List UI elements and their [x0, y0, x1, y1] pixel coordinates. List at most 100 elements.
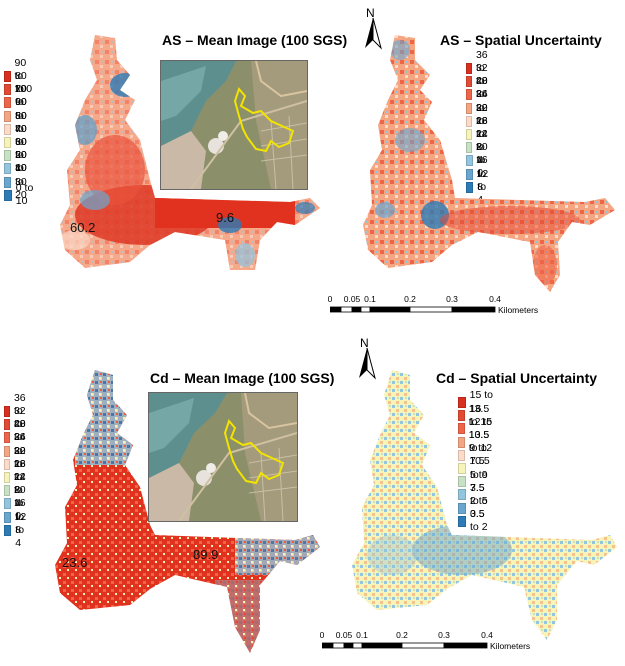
cd-mean-value-label-1: 23.6 [62, 555, 88, 570]
legend-label: 16 to 20 [475, 114, 488, 154]
scale-tick-label: 0.4 [481, 630, 493, 640]
legend-swatch [466, 142, 472, 154]
legend-entry: 70 to 80 [4, 83, 37, 122]
scale-bar-top: 0 0.05 0.1 0.2 0.3 0.4 Kilometers [327, 294, 539, 324]
legend-label: 12 to 13.5 [468, 415, 493, 441]
legend-label: 3.5 to 5 [470, 481, 488, 507]
legend-label: 0.5 to 2 [470, 508, 488, 534]
legend-swatch [4, 84, 12, 96]
legend-entry: 32 to 36 [466, 62, 493, 100]
legend-entry: 9 to 10.5 [458, 442, 493, 467]
as-uncertainty-map [363, 35, 615, 292]
legend-label: 9 to 10.5 [469, 442, 490, 468]
legend-label: 4 to 8 [477, 154, 487, 193]
legend-label: 36 to 40 [475, 48, 488, 88]
legend-entry: 13.5 to 15 [458, 403, 493, 428]
legend-entry: 28 to 32 [466, 75, 493, 114]
legend-entry: 0 to 4 [4, 510, 31, 549]
legend-entry: 4 to 8 [466, 154, 493, 193]
legend-entry: 32 to 36 [4, 405, 31, 443]
legend-entry: 60 to 70 [4, 96, 37, 135]
legend-swatch [458, 410, 465, 422]
legend-swatch [466, 155, 473, 167]
legend-label: 5 to 7.5 [470, 468, 488, 494]
north-arrow-top: N [362, 6, 384, 50]
legend-swatch [466, 181, 474, 193]
legend-entry: 10 to 20 [4, 162, 37, 201]
scale-unit-label: Kilometers [498, 305, 539, 315]
north-arrow-bottom: N [356, 336, 378, 380]
as-mean-legend: 90 to 100 80 to 90 70 to 80 60 to 70 50 to 6… [4, 57, 37, 207]
north-arrow-icon [365, 17, 382, 50]
cd-uncertainty-title: Cd – Spatial Uncertainty [436, 370, 598, 386]
scale-tick-label: 0 [327, 294, 333, 304]
legend-entry: 12 to 16 [466, 128, 493, 166]
legend-label: 24 to 28 [475, 88, 488, 127]
legend-label: 50 to 60 [15, 109, 27, 148]
legend-swatch [4, 71, 11, 83]
cd-mean-title: Cd – Mean Image (100 SGS) [150, 370, 335, 386]
legend-label: 8 to 12 [476, 141, 489, 180]
legend-swatch [4, 189, 12, 201]
legend-entry: 15 to 16 [458, 389, 493, 415]
legend-swatch [4, 163, 12, 175]
scale-tick-label: 0.05 [335, 630, 353, 640]
scale-tick-label: 0.4 [489, 294, 501, 304]
legend-entry: 0.5 to 2 [458, 508, 493, 533]
legend-label: 70 to 80 [15, 83, 27, 122]
scale-tick-label: 0.2 [404, 294, 416, 304]
legend-entry: 36 to 40 [466, 49, 493, 87]
legend-swatch [458, 502, 467, 514]
legend-swatch [458, 489, 467, 501]
legend-label: 28 to 32 [475, 75, 488, 114]
legend-entry: 16 to 20 [466, 115, 493, 153]
legend-entry: 50 to 60 [4, 110, 37, 148]
legend-entry: 8 to 12 [466, 141, 493, 180]
scale-tick-label: 0 [319, 630, 325, 640]
legend-label: 30 to 40 [15, 135, 27, 175]
legend-label: 15 to 16 [469, 389, 493, 415]
legend-entry: 3.5 to 5 [458, 482, 493, 507]
legend-label: 80 to 90 [15, 69, 27, 109]
legend-entry: 20 to 30 [4, 149, 37, 188]
cd-mean-legend: 36 to 40 32 to 36 28 to 32 24 to 28 20 to 24… [4, 392, 31, 549]
scale-bar-bottom: 0 0.05 0.1 0.2 0.3 0.4 Kilometers [319, 630, 531, 660]
legend-entry: 24 to 28 [466, 88, 493, 127]
legend-swatch [4, 97, 12, 109]
legend-swatch [4, 176, 12, 188]
legend-swatch [466, 168, 474, 180]
legend-entry: 4 to 8 [4, 497, 31, 536]
as-mean-value-label-1: 60.2 [70, 220, 96, 235]
scale-tick-label: 0.3 [446, 294, 458, 304]
legend-entry: 8 to 12 [4, 484, 31, 523]
cd-satellite-inset [148, 392, 298, 522]
legend-label: 8 to 12 [14, 484, 27, 523]
cd-mean-value-label-2: 89.9 [193, 547, 219, 562]
legend-swatch [4, 123, 12, 135]
legend-swatch [458, 397, 466, 409]
legend-label: 4 to 8 [15, 497, 25, 536]
legend-swatch [466, 115, 472, 127]
legend-swatch [4, 150, 12, 162]
legend-swatch [466, 129, 472, 141]
legend-label: 0 to 10 [15, 182, 34, 208]
legend-swatch [4, 458, 10, 470]
legend-entry: 2 to 3.5 [458, 495, 493, 520]
legend-label: 60 to 70 [15, 96, 27, 135]
legend-swatch [4, 419, 10, 431]
legend-entry: 28 to 32 [4, 418, 31, 457]
legend-label: 32 to 36 [13, 404, 26, 444]
legend-label: 24 to 28 [13, 431, 26, 470]
scale-unit-label: Kilometers [490, 641, 531, 651]
legend-entry: 90 to 100 [4, 57, 37, 95]
legend-swatch [4, 432, 10, 444]
legend-entry: 36 to 40 [4, 392, 31, 430]
scale-bar-graphic [322, 642, 488, 649]
scale-bar-graphic [330, 306, 496, 313]
legend-entry: 80 to 90 [4, 70, 37, 108]
legend-swatch [458, 436, 465, 448]
legend-swatch [466, 89, 472, 101]
legend-label: 36 to 40 [13, 391, 26, 431]
legend-entry: 10.5 to 12 [458, 429, 493, 454]
scale-tick-label: 0.2 [396, 630, 408, 640]
